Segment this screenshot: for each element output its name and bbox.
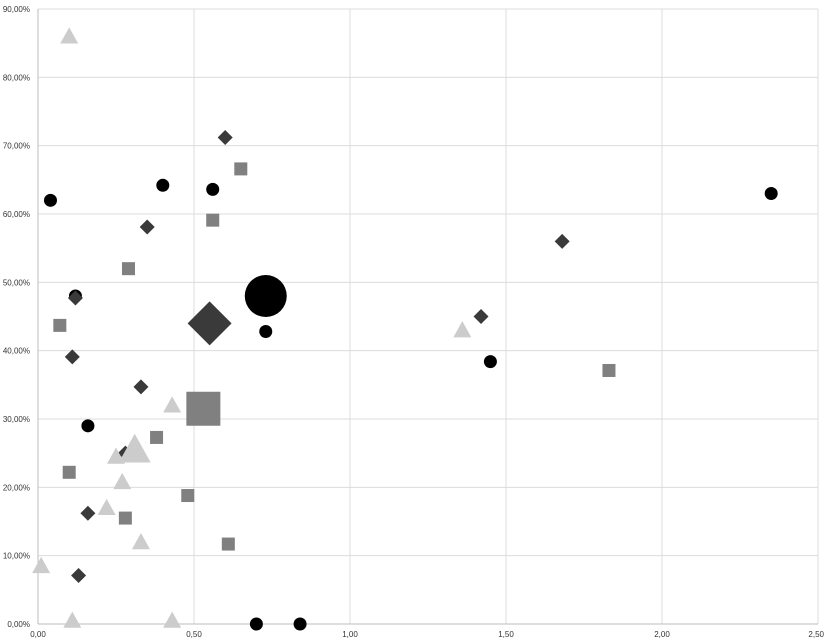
y-tick-label: 40,00%: [3, 347, 30, 356]
data-point-triangle-large: [118, 433, 151, 463]
series-circle: [43, 178, 778, 631]
data-point-triangle: [60, 27, 79, 44]
y-axis-tick-labels: 0,00% 10,00% 20,00% 30,00% 40,00% 50,00% 60,00…: [3, 5, 30, 629]
data-point-square: [62, 465, 76, 479]
data-point-circle: [81, 419, 95, 433]
data-point-square: [221, 537, 235, 551]
data-points: [32, 27, 778, 631]
y-tick-label: 50,00%: [3, 278, 30, 287]
series-square: [53, 162, 616, 551]
data-point-circle: [156, 178, 170, 192]
series-triangle: [32, 27, 472, 628]
x-tick-label: 0,50: [186, 630, 202, 639]
data-point-square: [234, 162, 248, 176]
data-point-diamond: [71, 567, 87, 583]
data-point-diamond: [133, 379, 149, 395]
data-point-triangle: [131, 533, 150, 550]
data-point-square-large: [186, 391, 221, 426]
data-point-square: [602, 363, 616, 377]
data-point-circle: [293, 617, 307, 631]
data-point-triangle: [107, 447, 125, 464]
data-point-triangle: [97, 498, 116, 516]
data-point-square: [150, 430, 164, 444]
data-point-diamond: [80, 505, 96, 521]
data-point-circle: [764, 187, 778, 200]
y-tick-label: 90,00%: [3, 5, 30, 14]
data-point-circle-large: [244, 275, 287, 317]
y-tick-label: 70,00%: [3, 142, 30, 151]
x-tick-label: 2,00: [654, 630, 670, 639]
data-point-diamond: [64, 349, 80, 365]
data-point-triangle: [63, 611, 82, 628]
data-point-triangle: [163, 611, 182, 628]
y-tick-label: 60,00%: [3, 210, 30, 219]
data-point-circle: [483, 355, 497, 369]
data-point-square: [181, 489, 195, 503]
data-point-square: [53, 318, 67, 332]
y-tick-label: 30,00%: [3, 415, 30, 424]
data-point-diamond: [67, 290, 83, 306]
data-point-triangle: [32, 556, 51, 574]
data-point-circle: [249, 617, 263, 631]
data-point-diamond: [217, 129, 233, 145]
data-point-square: [206, 213, 220, 227]
y-tick-label: 0,00%: [7, 620, 30, 629]
series-diamond: [64, 129, 570, 583]
data-point-triangle: [453, 321, 472, 338]
data-point-triangle: [163, 396, 182, 413]
data-point-circle: [259, 325, 273, 339]
data-point-diamond: [473, 309, 489, 324]
gridlines: [38, 8, 819, 624]
x-tick-label: 1,00: [342, 630, 358, 639]
x-tick-label: 0,00: [30, 630, 46, 639]
data-point-circle: [43, 193, 57, 207]
data-point-diamond-large: [187, 301, 232, 346]
x-tick-label: 1,50: [498, 630, 514, 639]
data-point-triangle: [113, 472, 132, 490]
x-tick-label: 2,50: [808, 630, 824, 639]
data-point-diamond: [139, 219, 155, 235]
data-point-square: [121, 262, 135, 276]
data-point-diamond: [554, 233, 570, 249]
data-point-square: [118, 511, 132, 525]
y-tick-label: 80,00%: [3, 73, 30, 82]
axes: [37, 9, 818, 625]
y-tick-label: 20,00%: [3, 483, 30, 492]
x-axis-tick-labels: 0,00 0,50 1,00 1,50 2,00 2,50: [30, 630, 824, 639]
data-point-circle: [206, 182, 220, 196]
y-tick-label: 10,00%: [3, 552, 30, 561]
